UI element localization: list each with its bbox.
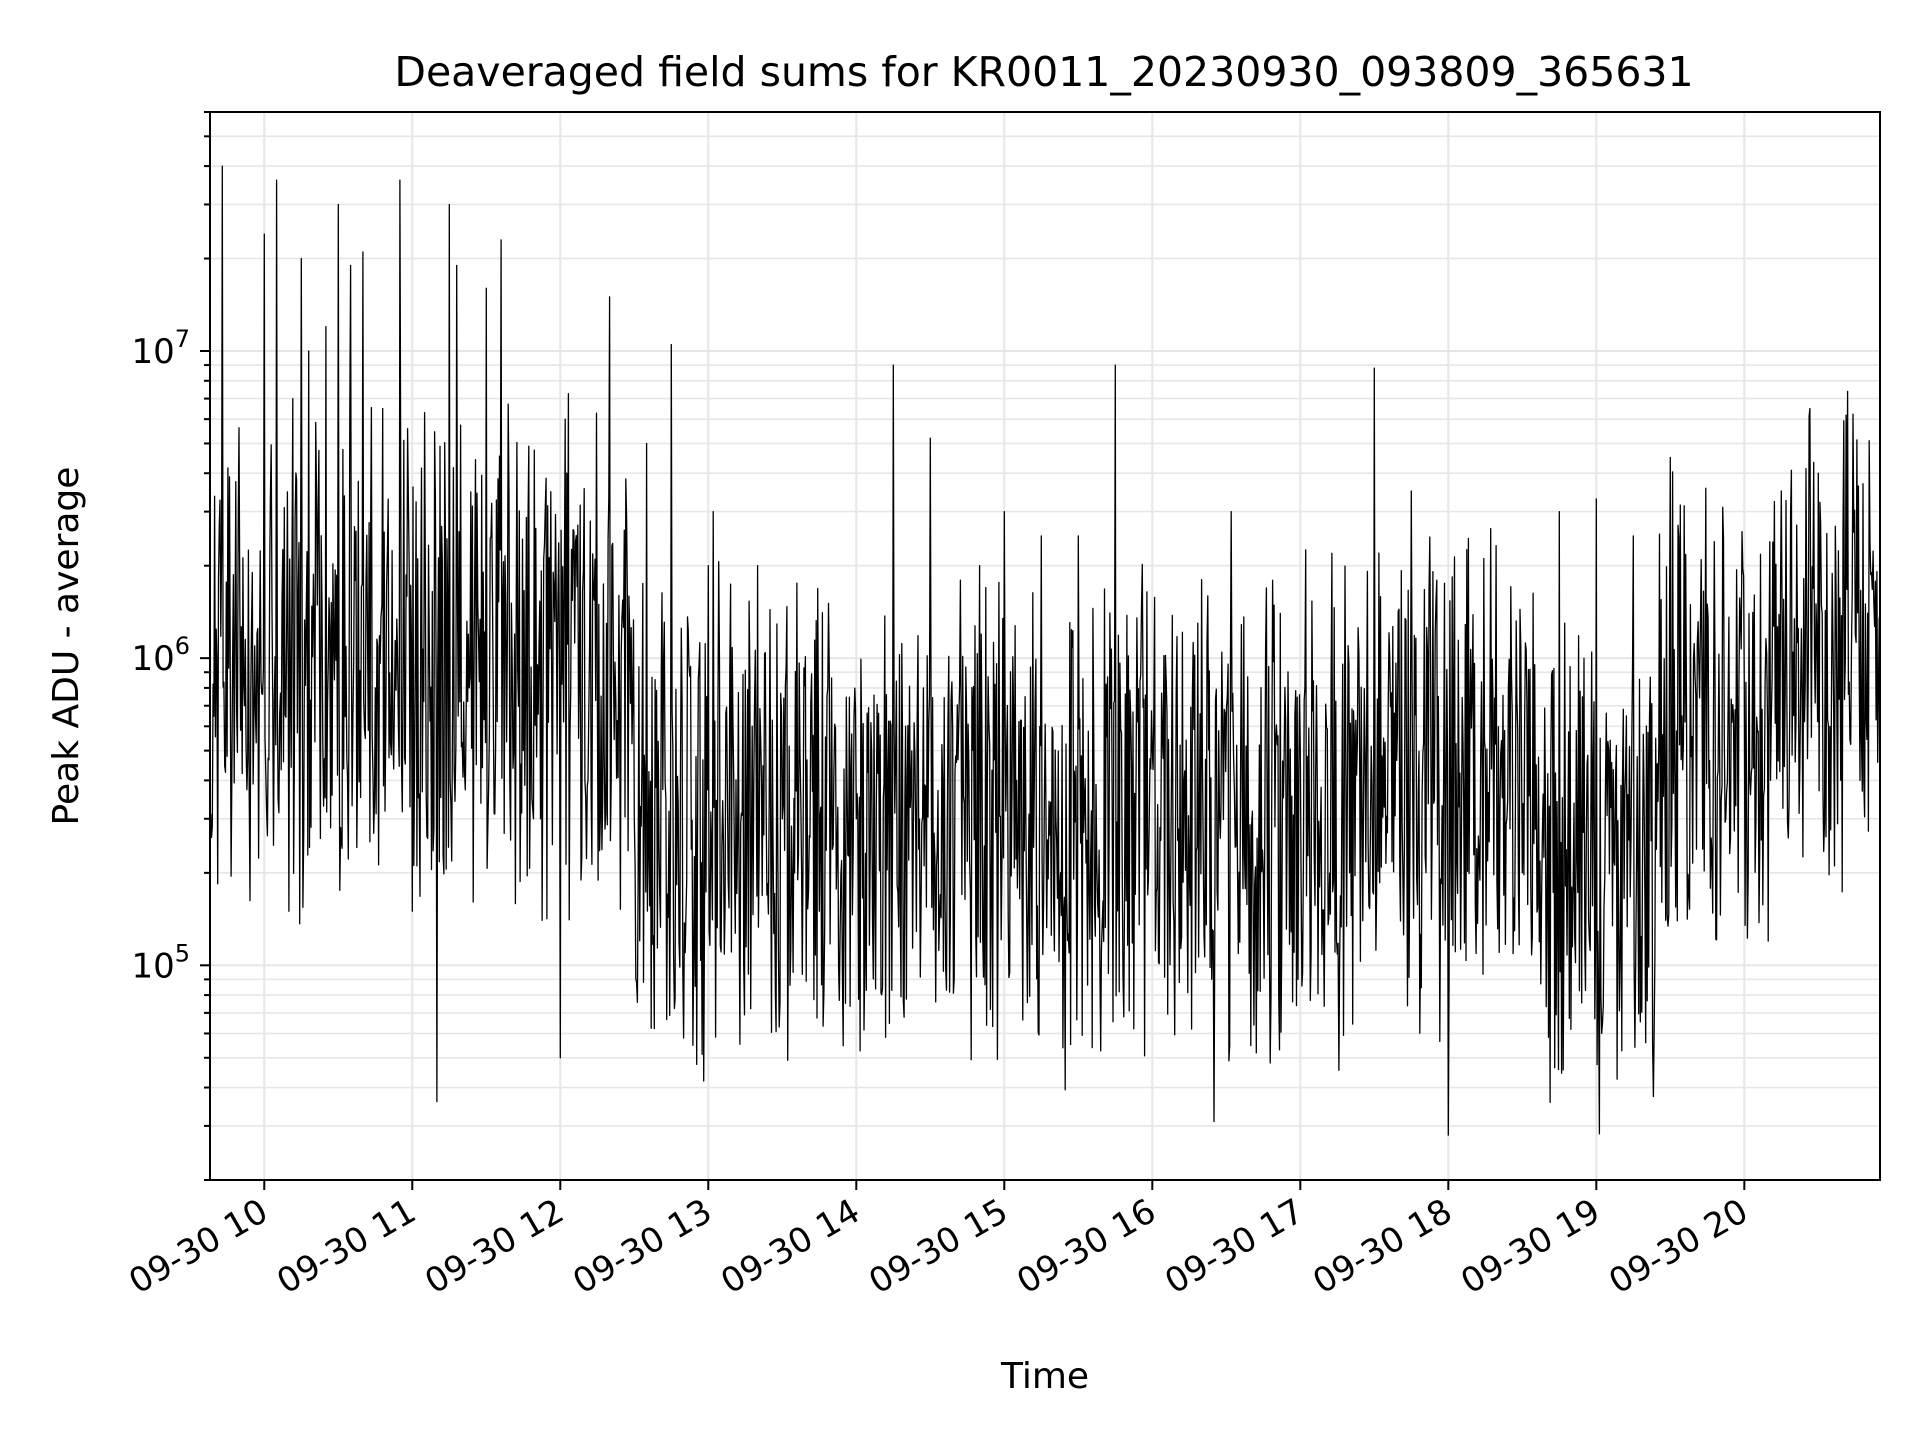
- x-tick-label: 09-30 11: [270, 1191, 422, 1302]
- x-tick-label: 09-30 14: [714, 1191, 866, 1302]
- y-tick-label: 106: [131, 632, 190, 679]
- x-axis-label: Time: [1000, 1356, 1089, 1397]
- y-tick-base: 10: [131, 332, 174, 372]
- x-tick-label: 09-30 10: [122, 1191, 274, 1302]
- y-tick-label: 107: [131, 325, 190, 372]
- x-tick-label: 09-30 17: [1158, 1191, 1310, 1302]
- x-tick-label: 09-30 13: [566, 1191, 718, 1302]
- series-line: [209, 165, 1881, 1136]
- y-axis-label: Peak ADU - average: [46, 467, 87, 826]
- y-tick-base: 10: [131, 946, 174, 986]
- y-tick-exponent: 6: [175, 632, 190, 660]
- x-tick-label: 09-30 15: [862, 1191, 1014, 1302]
- x-tick-label: 09-30 19: [1454, 1191, 1606, 1302]
- x-tick-label: 09-30 18: [1306, 1191, 1458, 1302]
- x-tick-label: 09-30 20: [1602, 1191, 1754, 1302]
- y-tick-base: 10: [131, 639, 174, 679]
- y-tick-exponent: 5: [175, 939, 190, 967]
- chart-title: Deaveraged field sums for KR0011_2023093…: [394, 48, 1693, 96]
- y-tick-label: 105: [131, 939, 190, 986]
- x-tick-label: 09-30 12: [418, 1191, 570, 1302]
- x-tick-label: 09-30 16: [1010, 1191, 1162, 1302]
- y-tick-exponent: 7: [175, 325, 190, 353]
- plot-frame: [209, 111, 1881, 1181]
